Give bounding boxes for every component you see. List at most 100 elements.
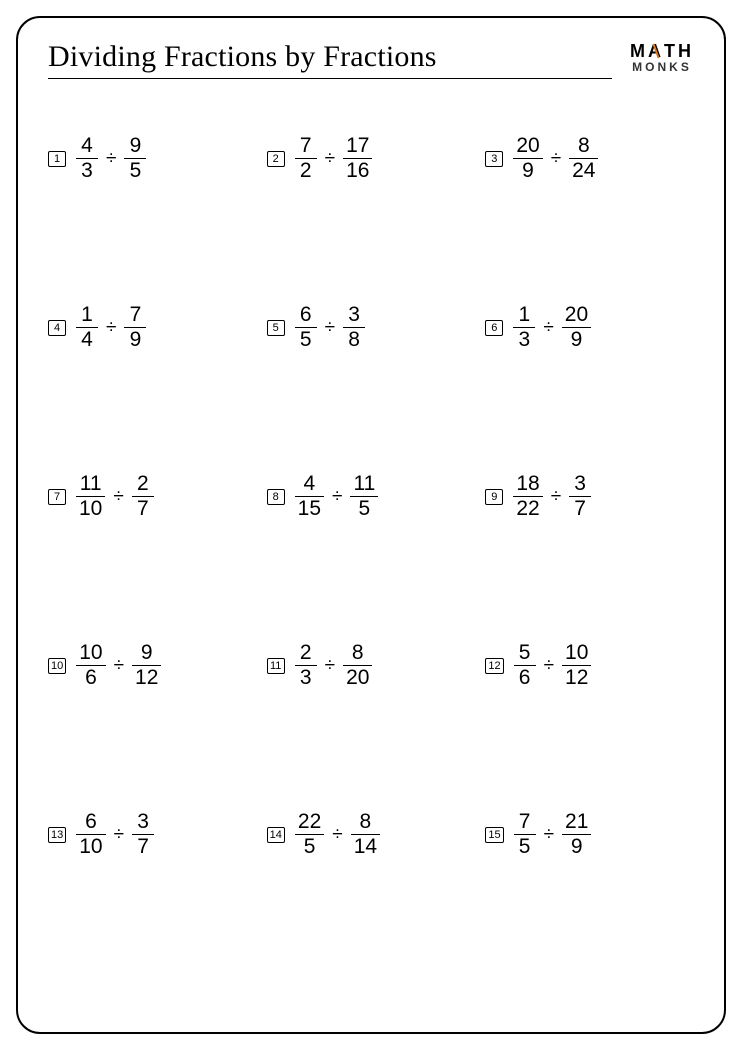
denominator: 9 [568,836,586,858]
expression: 610÷37 [76,811,154,858]
expression: 75÷219 [514,811,592,858]
numerator: 3 [571,473,589,495]
page-frame: Dividing Fractions by Fractions MATH MON… [16,16,726,1034]
fraction: 106 [76,642,105,689]
fraction: 209 [562,304,591,351]
numerator: 20 [513,135,542,157]
denominator: 10 [76,836,105,858]
numerator: 5 [516,642,534,664]
logo-a-icon: A [648,42,664,60]
denominator: 9 [568,329,586,351]
denominator: 6 [82,667,100,689]
problems-grid: 143÷95272÷17163209÷824414÷79565÷38613÷20… [48,135,694,858]
numerator: 3 [345,304,363,326]
fraction: 75 [514,811,536,858]
expression: 1822÷37 [513,473,591,520]
fraction: 37 [569,473,591,520]
denominator: 20 [343,667,372,689]
title-block: Dividing Fractions by Fractions [48,40,612,79]
denominator: 9 [519,160,537,182]
numerator: 7 [297,135,315,157]
expression: 13÷209 [513,304,591,351]
division-sign-icon: ÷ [543,317,553,339]
fraction: 209 [513,135,542,182]
problem: 1256÷1012 [485,642,694,689]
numerator: 8 [349,642,367,664]
numerator: 11 [350,473,378,495]
fraction: 95 [124,135,146,182]
division-sign-icon: ÷ [114,824,124,846]
problem-number: 7 [48,489,66,505]
denominator: 4 [78,329,96,351]
fraction: 56 [514,642,536,689]
division-sign-icon: ÷ [544,824,554,846]
numerator: 21 [562,811,591,833]
division-sign-icon: ÷ [106,148,116,170]
fraction: 27 [132,473,154,520]
problem: 14225÷814 [267,811,476,858]
problem-number: 10 [48,658,66,674]
fraction: 814 [351,811,380,858]
denominator: 3 [515,329,533,351]
numerator: 3 [134,811,152,833]
numerator: 8 [357,811,375,833]
fraction: 23 [295,642,317,689]
problem: 414÷79 [48,304,257,351]
problem-number: 15 [485,827,503,843]
fraction: 219 [562,811,591,858]
header: Dividing Fractions by Fractions MATH MON… [48,40,694,79]
problem: 3209÷824 [485,135,694,182]
denominator: 24 [569,160,598,182]
fraction: 79 [124,304,146,351]
fraction: 38 [343,304,365,351]
problem-number: 12 [485,658,503,674]
denominator: 8 [345,329,363,351]
problem: 13610÷37 [48,811,257,858]
division-sign-icon: ÷ [325,148,335,170]
fraction: 43 [76,135,98,182]
numerator: 9 [127,135,145,157]
numerator: 4 [78,135,96,157]
problem: 1575÷219 [485,811,694,858]
fraction: 1110 [76,473,105,520]
page-title: Dividing Fractions by Fractions [48,40,612,74]
problem-number: 9 [485,489,503,505]
division-sign-icon: ÷ [114,655,124,677]
expression: 43÷95 [76,135,146,182]
fraction: 912 [132,642,161,689]
denominator: 12 [562,667,591,689]
numerator: 10 [76,642,105,664]
numerator: 8 [575,135,593,157]
problem: 8415÷115 [267,473,476,520]
problem: 272÷1716 [267,135,476,182]
denominator: 3 [78,160,96,182]
numerator: 11 [77,473,105,495]
division-sign-icon: ÷ [332,486,342,508]
numerator: 7 [516,811,534,833]
denominator: 7 [134,836,152,858]
problem-number: 3 [485,151,503,167]
expression: 65÷38 [295,304,365,351]
expression: 72÷1716 [295,135,373,182]
denominator: 6 [516,667,534,689]
fraction: 610 [76,811,105,858]
problem-number: 8 [267,489,285,505]
denominator: 5 [356,498,374,520]
denominator: 2 [297,160,315,182]
denominator: 12 [132,667,161,689]
division-sign-icon: ÷ [106,317,116,339]
numerator: 6 [82,811,100,833]
problem-number: 1 [48,151,66,167]
denominator: 5 [516,836,534,858]
fraction: 72 [295,135,317,182]
numerator: 18 [513,473,542,495]
problem-number: 13 [48,827,66,843]
problem: 71110÷27 [48,473,257,520]
numerator: 20 [562,304,591,326]
problem: 9 1822÷37 [485,473,694,520]
fraction: 1822 [513,473,542,520]
numerator: 4 [300,473,318,495]
problem: 613÷209 [485,304,694,351]
division-sign-icon: ÷ [544,655,554,677]
division-sign-icon: ÷ [325,655,335,677]
